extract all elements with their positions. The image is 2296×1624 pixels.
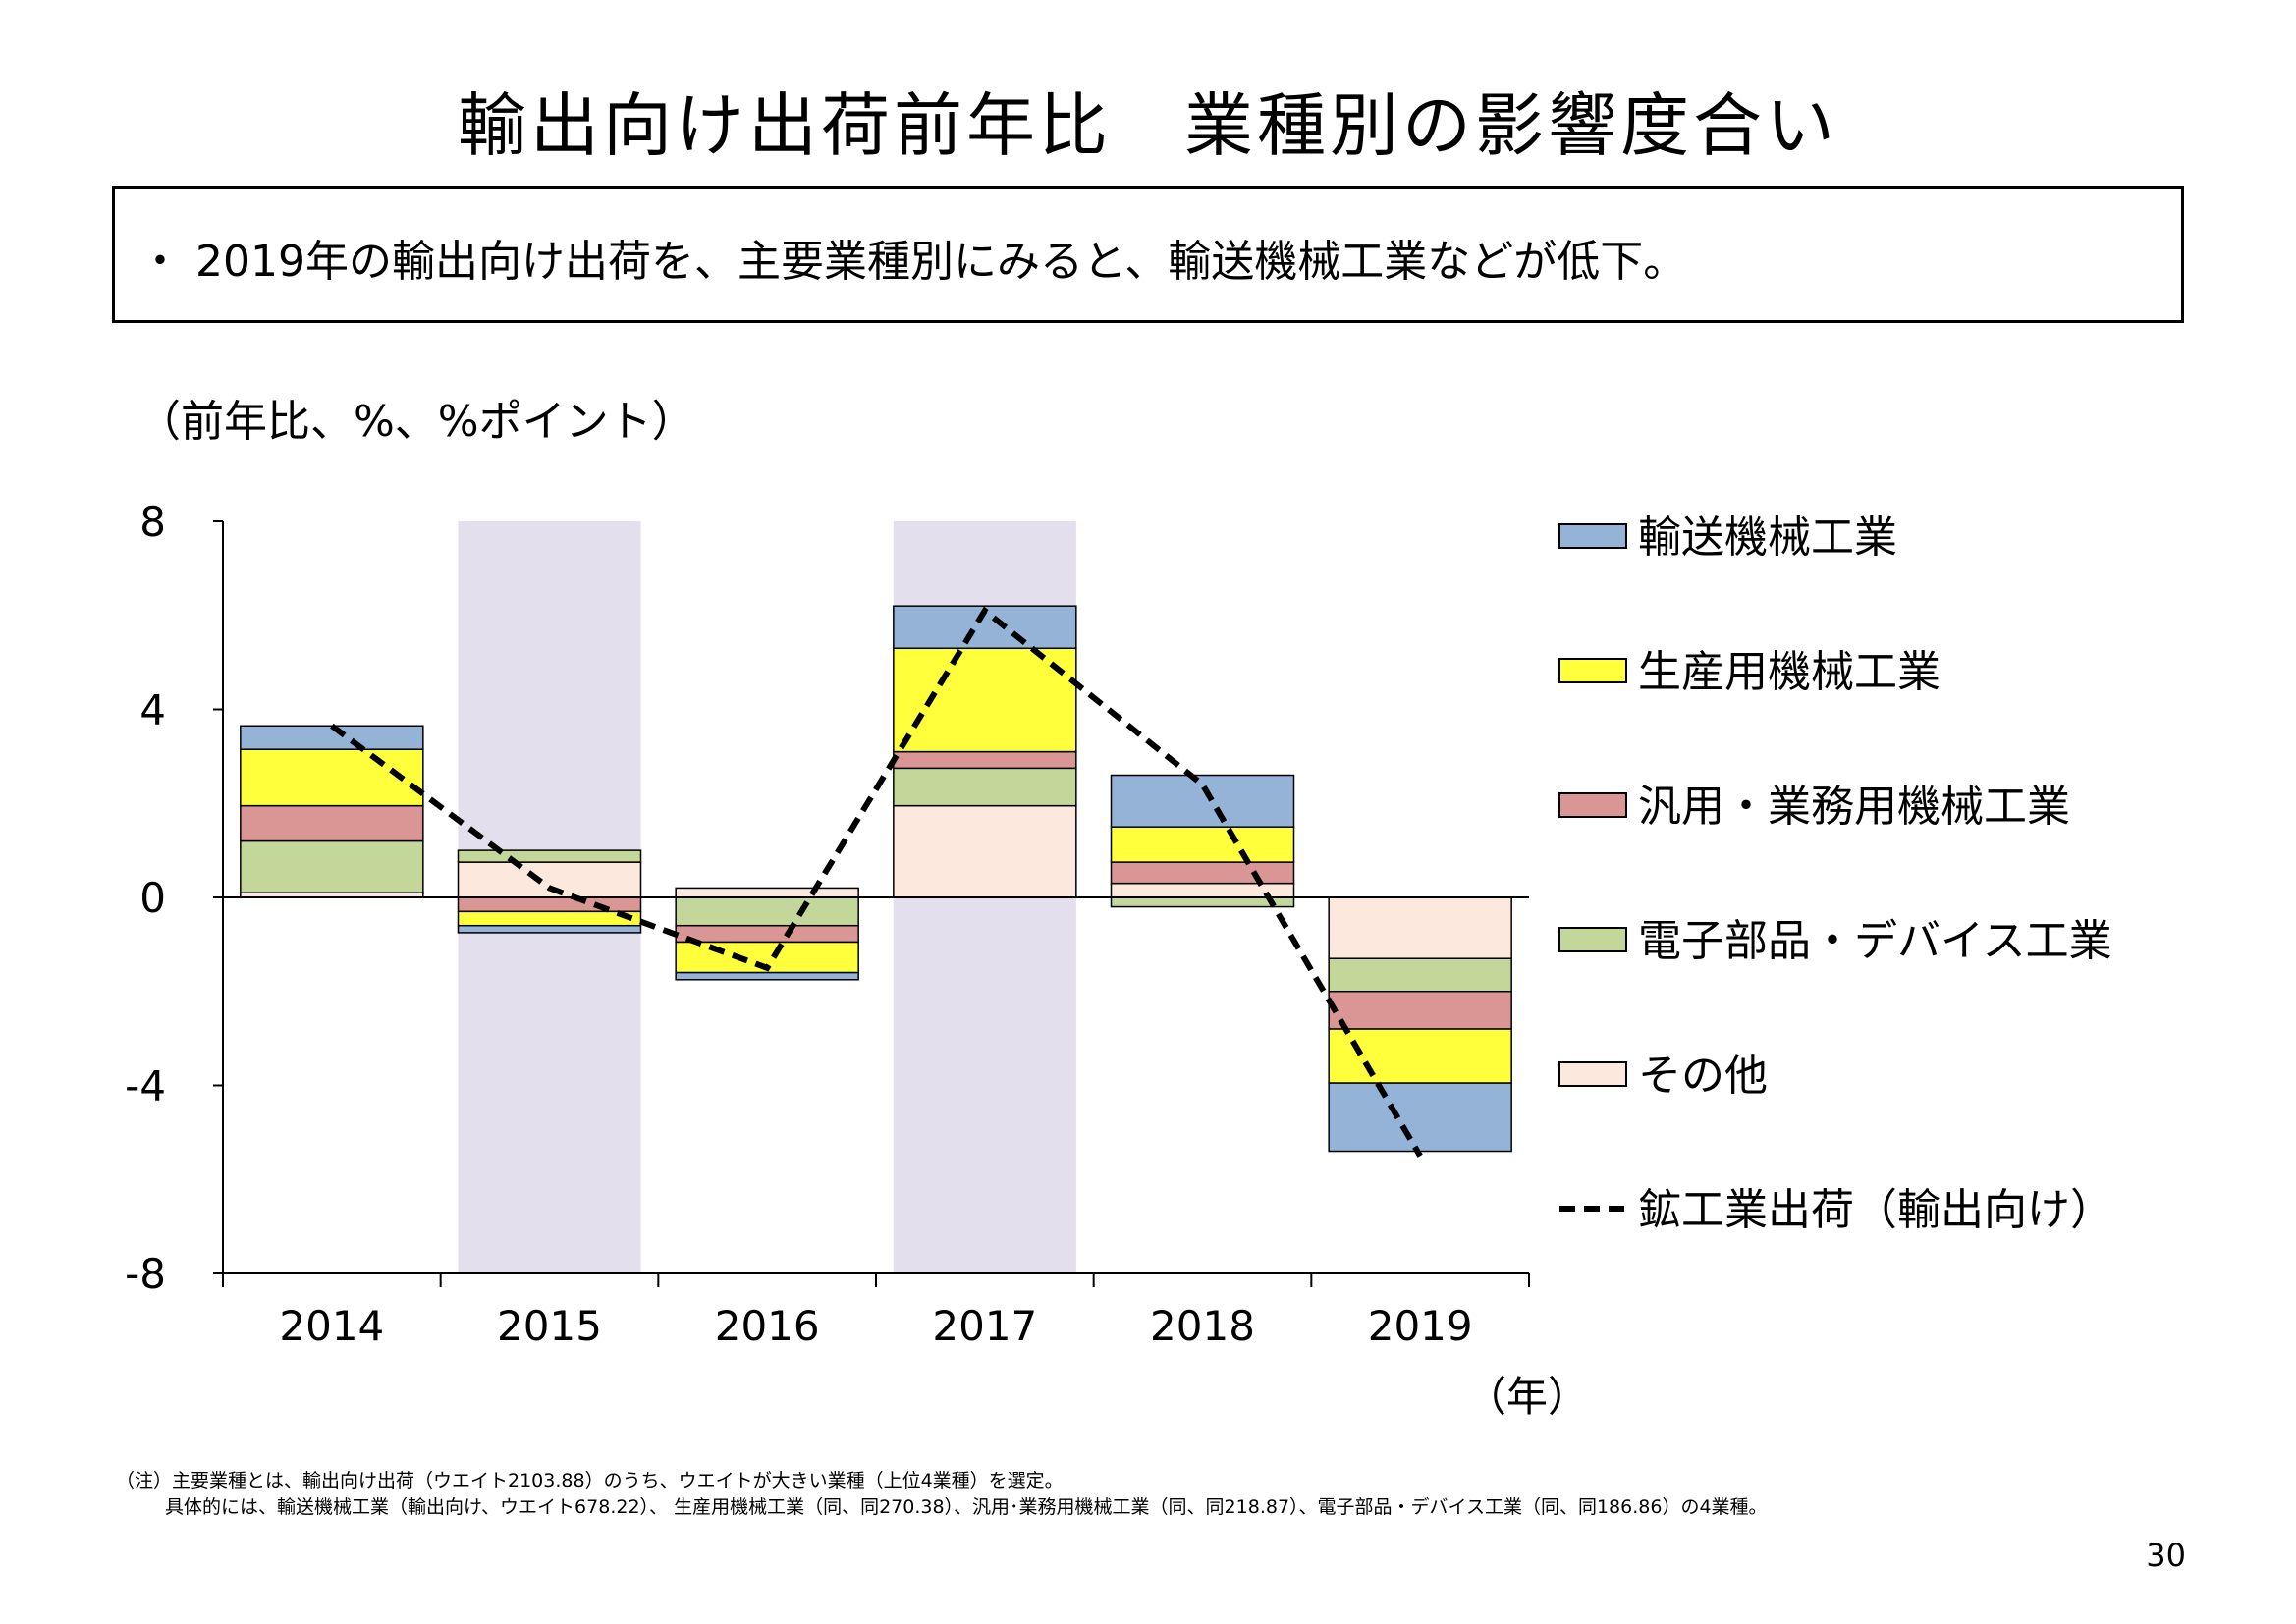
bar-2014-series-1 [240,839,424,893]
legend-swatch-3 [1558,927,1627,952]
bar-2016-series-2 [675,924,859,944]
bar-2017-series-1 [893,767,1077,807]
y-tick-label: 4 [139,686,166,734]
bar-2017-series-2 [893,750,1077,770]
bar-2018-series-3 [1110,826,1295,863]
bar-stacks [240,605,1512,1153]
total-line [330,606,1423,1158]
legend-label-2: 汎用・業務用機械工業 [1638,782,2070,832]
y-unit-label: （前年比、%、%ポイント） [137,397,695,447]
bar-2018-series-2 [1110,861,1295,885]
page-number: 30 [2146,1537,2186,1574]
stacked-bar-chart: 8 4 0 -4 -8 2014 2015 2016 2017 2018 2019 輸送機械工業生産… [125,498,2113,1421]
slide-title: 輸出向け出荷前年比 業種別の影響度合い [458,85,1838,166]
legend-label-5: 鉱工業出荷（輸出向け） [1638,1185,2113,1235]
summary-text: ・ 2019年の輸出向け出荷を、主要業種別にみると、輸送機械工業などが低下。 [138,237,1687,287]
bar-2015-series-1 [457,849,642,863]
x-tick-label: 2019 [1368,1302,1473,1350]
bar-2014-series-4 [240,725,424,750]
legend-swatch-4 [1558,1061,1627,1087]
y-tick-label: -8 [125,1250,166,1298]
bar-2015-series-0 [457,861,642,898]
bar-2017-series-3 [893,647,1077,753]
bar-2019-series-3 [1328,1028,1512,1084]
bar-2019-series-1 [1328,957,1512,993]
legend: 輸送機械工業生産用機械工業汎用・業務用機械工業電子部品・デバイス工業その他鉱工業… [1558,513,2113,1235]
note-line-1: （注）主要業種とは、輸出向け出荷（ウエイト2103.88）のうち、ウエイトが大き… [116,1470,1064,1491]
bar-2018-series-4 [1110,774,1295,828]
bar-2015-series-3 [457,910,642,927]
bar-2016-series-1 [675,896,859,927]
legend-label-0: 輸送機械工業 [1638,513,1897,563]
bar-2019-series-4 [1328,1082,1512,1153]
x-tick-label: 2017 [932,1302,1037,1350]
legend-label-4: その他 [1638,1051,1768,1101]
series-line-total [330,606,1423,1158]
bar-2015-series-4 [457,924,642,934]
summary-box: ・ 2019年の輸出向け出荷を、主要業種別にみると、輸送機械工業などが低下。 [112,186,2184,323]
x-tick-label: 2016 [715,1302,820,1350]
bar-2015-series-2 [457,896,642,913]
axes: 8 4 0 -4 -8 2014 2015 2016 2017 2018 2019 [125,498,1530,1350]
x-tick-label: 2014 [279,1302,384,1350]
y-tick-label: 0 [139,874,166,922]
legend-label-1: 生産用機械工業 [1638,647,1941,697]
note-line-2: 具体的には、輸送機械工業（輸出向け、ウエイト678.22）、 生産用機械工業（同… [165,1496,1768,1518]
bar-2019-series-2 [1328,991,1512,1030]
legend-swatch-1 [1558,658,1627,683]
x-tick-label: 2018 [1150,1302,1255,1350]
x-unit-label: （年） [1465,1373,1589,1421]
y-tick-label: -4 [125,1062,166,1110]
legend-swatch-0 [1558,523,1627,549]
legend-swatch-2 [1558,792,1627,818]
bar-2014-series-2 [240,804,424,842]
y-tick-label: 8 [139,498,166,546]
bar-2016-series-0 [675,887,859,898]
bar-2017-series-0 [893,804,1077,898]
bar-2014-series-3 [240,748,424,807]
bar-2016-series-4 [675,971,859,981]
bar-2019-series-0 [1328,896,1512,959]
x-tick-label: 2015 [497,1302,602,1350]
legend-label-3: 電子部品・デバイス工業 [1638,916,2112,966]
